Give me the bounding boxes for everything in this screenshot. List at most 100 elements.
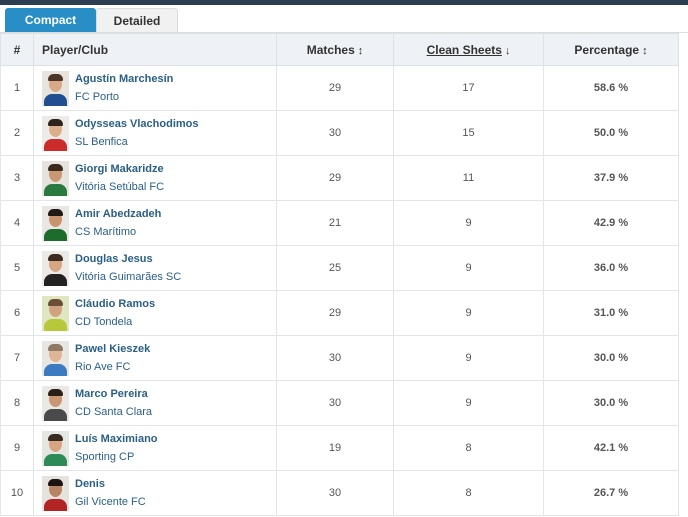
player-name-link[interactable]: Denis [75,477,105,490]
player-info: Amir Abedzadeh CS Marítimo [34,205,276,241]
player-name-link[interactable]: Giorgi Makaridze [75,162,164,175]
player-cell: Cláudio Ramos CD Tondela [33,290,277,336]
club-name-link[interactable]: Rio Ave FC [75,360,131,373]
matches-cell: 30 [276,335,394,381]
tab-detailed[interactable]: Detailed [96,8,178,33]
player-info: Giorgi Makaridze Vitória Setúbal FC [34,160,276,196]
player-text: Marco Pereira CD Santa Clara [75,387,152,420]
player-photo [42,340,69,376]
club-name-link[interactable]: Vitória Guimarães SC [75,270,182,283]
club-name-link[interactable]: FC Porto [75,90,120,103]
tab-divider [0,32,688,33]
sort-both-icon: ↕ [642,44,648,57]
matches-cell: 30 [276,110,394,156]
clean-sheets-cell: 8 [393,470,544,516]
percentage-column-header[interactable]: Percentage ↕ [543,33,679,66]
player-name-link[interactable]: Agustín Marchesín [75,72,174,85]
percentage-cell: 42.1 % [543,425,679,471]
avatar-shirt [44,498,67,511]
player-info: Marco Pereira CD Santa Clara [34,385,276,421]
player-cell: Luís Maximiano Sporting CP [33,425,277,471]
avatar-shirt [44,228,67,241]
club-name-link[interactable]: CD Santa Clara [75,405,153,418]
player-cell: Odysseas Vlachodimos SL Benfica [33,110,277,156]
matches-cell: 19 [276,425,394,471]
table-row: 10 Denis Gil Vicente FC 30 8 26.7 % [0,470,679,516]
club-name-link[interactable]: Sporting CP [75,450,135,463]
player-info: Agustín Marchesín FC Porto [34,70,276,106]
avatar-shirt [44,138,67,151]
player-name-link[interactable]: Cláudio Ramos [75,297,156,310]
clean-sheets-cell: 9 [393,335,544,381]
avatar-shirt [44,453,67,466]
matches-cell: 30 [276,380,394,426]
player-info: Douglas Jesus Vitória Guimarães SC [34,250,276,286]
clean-sheets-column-header[interactable]: Clean Sheets ↓ [393,33,544,66]
avatar-shirt [44,318,67,331]
avatar-shirt [44,183,67,196]
table-row: 3 Giorgi Makaridze Vitória Setúbal FC 29 11 3… [0,155,679,201]
club-name-link[interactable]: SL Benfica [75,135,128,148]
player-text: Pawel Kieszek Rio Ave FC [75,342,150,375]
club-name-link[interactable]: Gil Vicente FC [75,495,146,508]
player-cell: Douglas Jesus Vitória Guimarães SC [33,245,277,291]
avatar-hair [48,343,63,351]
clean-sheets-cell: 11 [393,155,544,201]
percentage-cell: 26.7 % [543,470,679,516]
player-info: Luís Maximiano Sporting CP [34,430,276,466]
player-text: Denis Gil Vicente FC [75,477,146,510]
player-text: Luís Maximiano Sporting CP [75,432,158,465]
player-photo [42,385,69,421]
player-cell: Marco Pereira CD Santa Clara [33,380,277,426]
matches-cell: 29 [276,65,394,111]
percentage-cell: 36.0 % [543,245,679,291]
player-name-link[interactable]: Douglas Jesus [75,252,153,265]
avatar-hair [48,253,63,261]
rank-cell: 3 [0,155,34,201]
avatar-hair [48,298,63,306]
table-row: 6 Cláudio Ramos CD Tondela 29 9 31.0 % [0,290,679,336]
club-name-link[interactable]: Vitória Setúbal FC [75,180,165,193]
percentage-cell: 58.6 % [543,65,679,111]
player-text: Odysseas Vlachodimos SL Benfica [75,117,199,150]
matches-cell: 30 [276,470,394,516]
clean-sheets-cell: 9 [393,200,544,246]
player-name-link[interactable]: Luís Maximiano [75,432,158,445]
percentage-cell: 31.0 % [543,290,679,336]
clean-sheets-cell: 15 [393,110,544,156]
percentage-cell: 37.9 % [543,155,679,201]
matches-cell: 21 [276,200,394,246]
player-name-link[interactable]: Marco Pereira [75,387,148,400]
sort-descending-icon: ↓ [504,44,511,57]
rank-cell: 7 [0,335,34,381]
table-row: 2 Odysseas Vlachodimos SL Benfica 30 15 50.0 … [0,110,679,156]
player-cell: Denis Gil Vicente FC [33,470,277,516]
player-name-link[interactable]: Pawel Kieszek [75,342,151,355]
player-name-link[interactable]: Odysseas Vlachodimos [75,117,199,130]
avatar-hair [48,388,63,396]
rank-column-header: # [0,33,34,66]
rank-cell: 5 [0,245,34,291]
table-row: 4 Amir Abedzadeh CS Marítimo 21 9 42.9 % [0,200,679,246]
player-photo [42,160,69,196]
clean-sheets-cell: 9 [393,290,544,336]
percentage-cell: 50.0 % [543,110,679,156]
matches-cell: 29 [276,290,394,336]
player-name-link[interactable]: Amir Abedzadeh [75,207,162,220]
player-column-header: Player/Club [33,33,277,66]
club-name-link[interactable]: CD Tondela [75,315,133,328]
avatar-hair [48,163,63,171]
player-photo [42,430,69,466]
rank-cell: 6 [0,290,34,336]
rank-cell: 9 [0,425,34,471]
player-photo [42,250,69,286]
player-cell: Pawel Kieszek Rio Ave FC [33,335,277,381]
player-cell: Agustín Marchesín FC Porto [33,65,277,111]
player-info: Pawel Kieszek Rio Ave FC [34,340,276,376]
matches-column-header[interactable]: Matches ↕ [276,33,394,66]
player-text: Agustín Marchesín FC Porto [75,72,173,105]
player-text: Giorgi Makaridze Vitória Setúbal FC [75,162,164,195]
tab-compact[interactable]: Compact [5,8,96,33]
rank-cell: 8 [0,380,34,426]
club-name-link[interactable]: CS Marítimo [75,225,137,238]
